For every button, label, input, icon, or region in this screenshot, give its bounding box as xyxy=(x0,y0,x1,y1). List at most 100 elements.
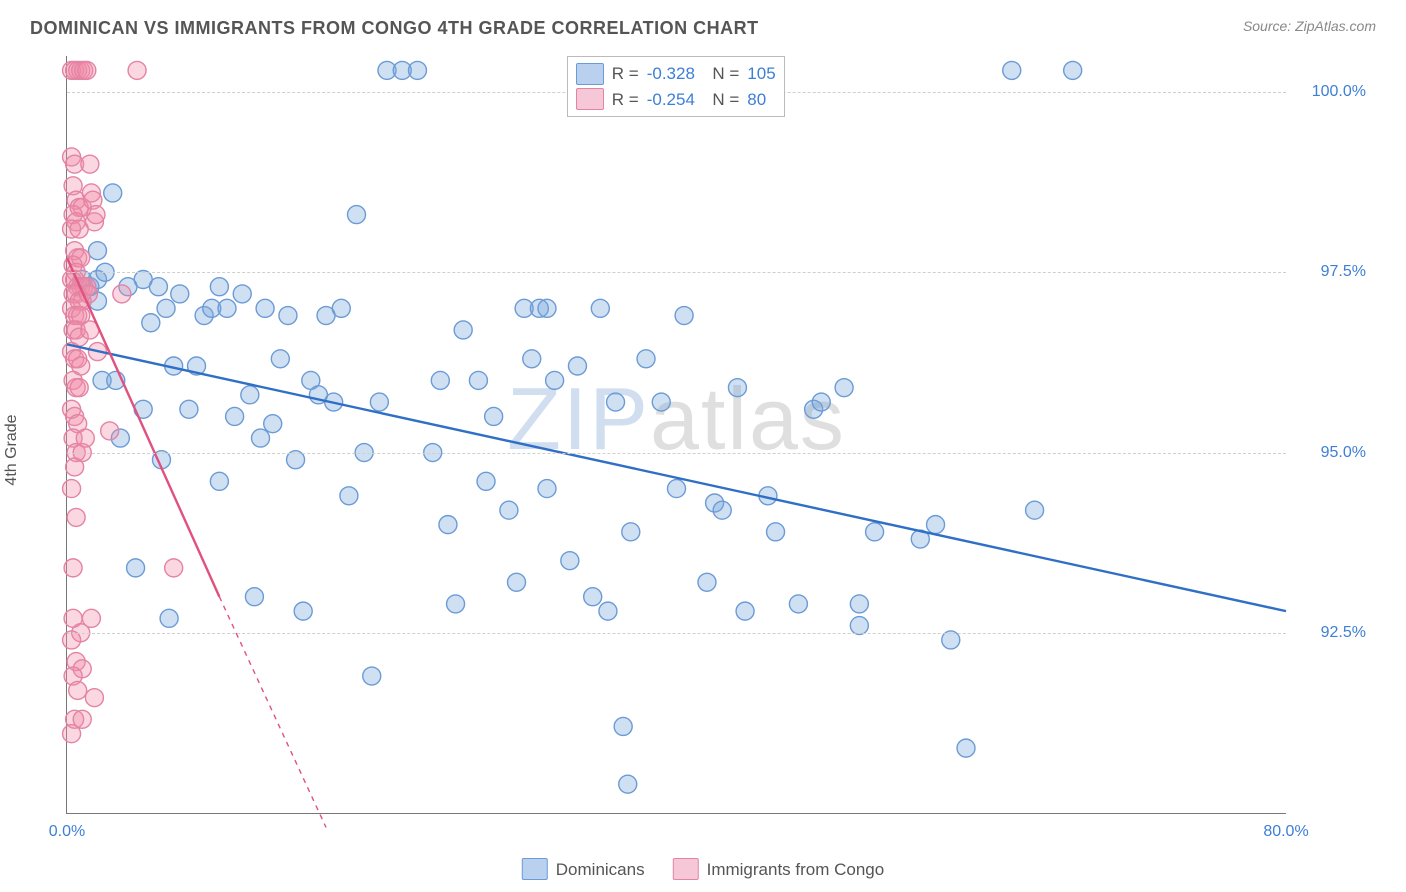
scatter-point xyxy=(363,667,381,685)
scatter-point xyxy=(439,516,457,534)
plot-area: ZIPatlas 92.5%95.0%97.5%100.0%0.0%80.0%R… xyxy=(66,56,1286,814)
scatter-point xyxy=(294,602,312,620)
scatter-point xyxy=(87,206,105,224)
scatter-point xyxy=(101,422,119,440)
scatter-point xyxy=(957,739,975,757)
y-tick-label: 95.0% xyxy=(1294,444,1366,462)
y-tick-label: 92.5% xyxy=(1294,624,1366,642)
scatter-point xyxy=(561,552,579,570)
scatter-point xyxy=(812,393,830,411)
scatter-point xyxy=(538,480,556,498)
y-axis-label: 4th Grade xyxy=(3,414,21,485)
swatch-icon xyxy=(673,858,699,880)
x-tick-label: 0.0% xyxy=(49,823,85,841)
bottom-legend: Dominicans Immigrants from Congo xyxy=(522,857,884,883)
scatter-point xyxy=(171,285,189,303)
scatter-point xyxy=(927,516,945,534)
scatter-point xyxy=(149,278,167,296)
scatter-point xyxy=(245,588,263,606)
scatter-point xyxy=(70,379,88,397)
swatch-icon xyxy=(576,88,604,110)
scatter-point xyxy=(160,609,178,627)
scatter-point xyxy=(210,472,228,490)
scatter-point xyxy=(599,602,617,620)
r-value: -0.328 xyxy=(647,61,695,87)
scatter-point xyxy=(469,371,487,389)
gridline xyxy=(67,272,1286,273)
scatter-point xyxy=(104,184,122,202)
scatter-svg xyxy=(67,56,1286,813)
stats-row: R = -0.328 N = 105 xyxy=(576,61,776,87)
scatter-point xyxy=(713,501,731,519)
trend-line-extrapolated xyxy=(219,597,326,828)
y-tick-label: 97.5% xyxy=(1294,263,1366,281)
scatter-point xyxy=(835,379,853,397)
gridline xyxy=(67,633,1286,634)
scatter-point xyxy=(128,61,146,79)
legend-item-dominicans: Dominicans xyxy=(522,857,645,883)
stats-row: R = -0.254 N = 80 xyxy=(576,87,776,113)
scatter-point xyxy=(256,299,274,317)
scatter-point xyxy=(66,458,84,476)
scatter-point xyxy=(271,350,289,368)
scatter-point xyxy=(78,61,96,79)
scatter-point xyxy=(408,61,426,79)
scatter-point xyxy=(568,357,586,375)
n-value: 80 xyxy=(747,87,766,113)
scatter-point xyxy=(64,559,82,577)
scatter-point xyxy=(591,299,609,317)
scatter-point xyxy=(127,559,145,577)
plot-wrapper: 4th Grade ZIPatlas 92.5%95.0%97.5%100.0%… xyxy=(56,56,1376,844)
scatter-point xyxy=(767,523,785,541)
chart-title: DOMINICAN VS IMMIGRANTS FROM CONGO 4TH G… xyxy=(30,18,759,39)
scatter-point xyxy=(508,573,526,591)
scatter-point xyxy=(454,321,472,339)
x-tick-label: 80.0% xyxy=(1263,823,1308,841)
scatter-point xyxy=(157,299,175,317)
scatter-point xyxy=(447,595,465,613)
scatter-point xyxy=(1026,501,1044,519)
trend-line xyxy=(67,258,219,597)
source-label: Source: ZipAtlas.com xyxy=(1243,18,1376,34)
scatter-point xyxy=(431,371,449,389)
scatter-point xyxy=(340,487,358,505)
scatter-point xyxy=(614,717,632,735)
scatter-point xyxy=(85,689,103,707)
scatter-point xyxy=(348,206,366,224)
gridline xyxy=(67,453,1286,454)
scatter-point xyxy=(252,429,270,447)
legend-item-congo: Immigrants from Congo xyxy=(673,857,885,883)
scatter-point xyxy=(538,299,556,317)
scatter-point xyxy=(241,386,259,404)
scatter-point xyxy=(584,588,602,606)
scatter-point xyxy=(332,299,350,317)
scatter-point xyxy=(477,472,495,490)
swatch-icon xyxy=(576,63,604,85)
scatter-point xyxy=(370,393,388,411)
scatter-point xyxy=(218,299,236,317)
scatter-point xyxy=(264,415,282,433)
scatter-point xyxy=(226,407,244,425)
y-tick-label: 100.0% xyxy=(1294,83,1366,101)
scatter-point xyxy=(619,775,637,793)
scatter-point xyxy=(67,508,85,526)
scatter-point xyxy=(736,602,754,620)
scatter-point xyxy=(81,155,99,173)
scatter-point xyxy=(180,400,198,418)
scatter-point xyxy=(233,285,251,303)
scatter-point xyxy=(607,393,625,411)
stats-legend: R = -0.328 N = 105R = -0.254 N = 80 xyxy=(567,56,785,117)
scatter-point xyxy=(69,681,87,699)
scatter-point xyxy=(866,523,884,541)
swatch-icon xyxy=(522,858,548,880)
scatter-point xyxy=(165,559,183,577)
scatter-point xyxy=(728,379,746,397)
scatter-point xyxy=(500,501,518,519)
scatter-point xyxy=(142,314,160,332)
scatter-point xyxy=(675,307,693,325)
scatter-point xyxy=(210,278,228,296)
scatter-point xyxy=(698,573,716,591)
legend-label: Dominicans xyxy=(556,857,645,883)
scatter-point xyxy=(1003,61,1021,79)
scatter-point xyxy=(88,242,106,260)
